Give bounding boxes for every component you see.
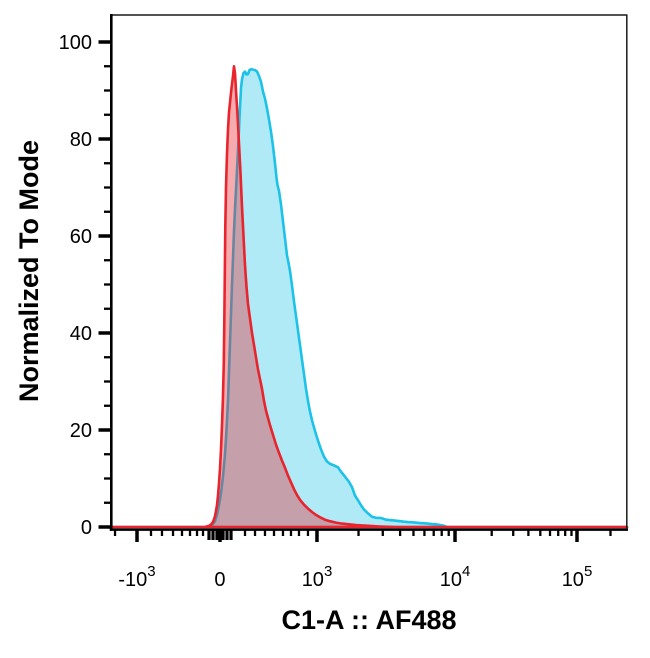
x-tick-label: 103	[302, 563, 333, 591]
y-axis-ticks	[98, 40, 111, 529]
y-axis-title: Normalized To Mode	[14, 140, 44, 402]
x-tick-label: 105	[562, 563, 593, 591]
y-tick-label: 80	[70, 129, 92, 151]
x-axis-title: C1-A :: AF488	[281, 605, 456, 635]
x-axis-tick-labels: -103 0 103 104 105	[118, 563, 592, 591]
y-tick-label: 20	[70, 420, 92, 442]
x-tick-label: 104	[440, 563, 471, 591]
y-tick-label: 60	[70, 226, 92, 248]
y-tick-label: 0	[81, 517, 92, 539]
x-tick-label: -103	[118, 563, 155, 591]
x-tick-label: 0	[214, 569, 225, 591]
y-tick-label: 40	[70, 323, 92, 345]
x-axis-ticks	[113, 529, 612, 542]
histogram-series-layer	[109, 65, 629, 529]
plot-area	[111, 15, 627, 529]
y-axis-tick-labels: 0 20 40 60 80 100	[59, 32, 92, 539]
y-tick-label: 100	[59, 32, 92, 54]
red-histogram	[109, 65, 629, 529]
